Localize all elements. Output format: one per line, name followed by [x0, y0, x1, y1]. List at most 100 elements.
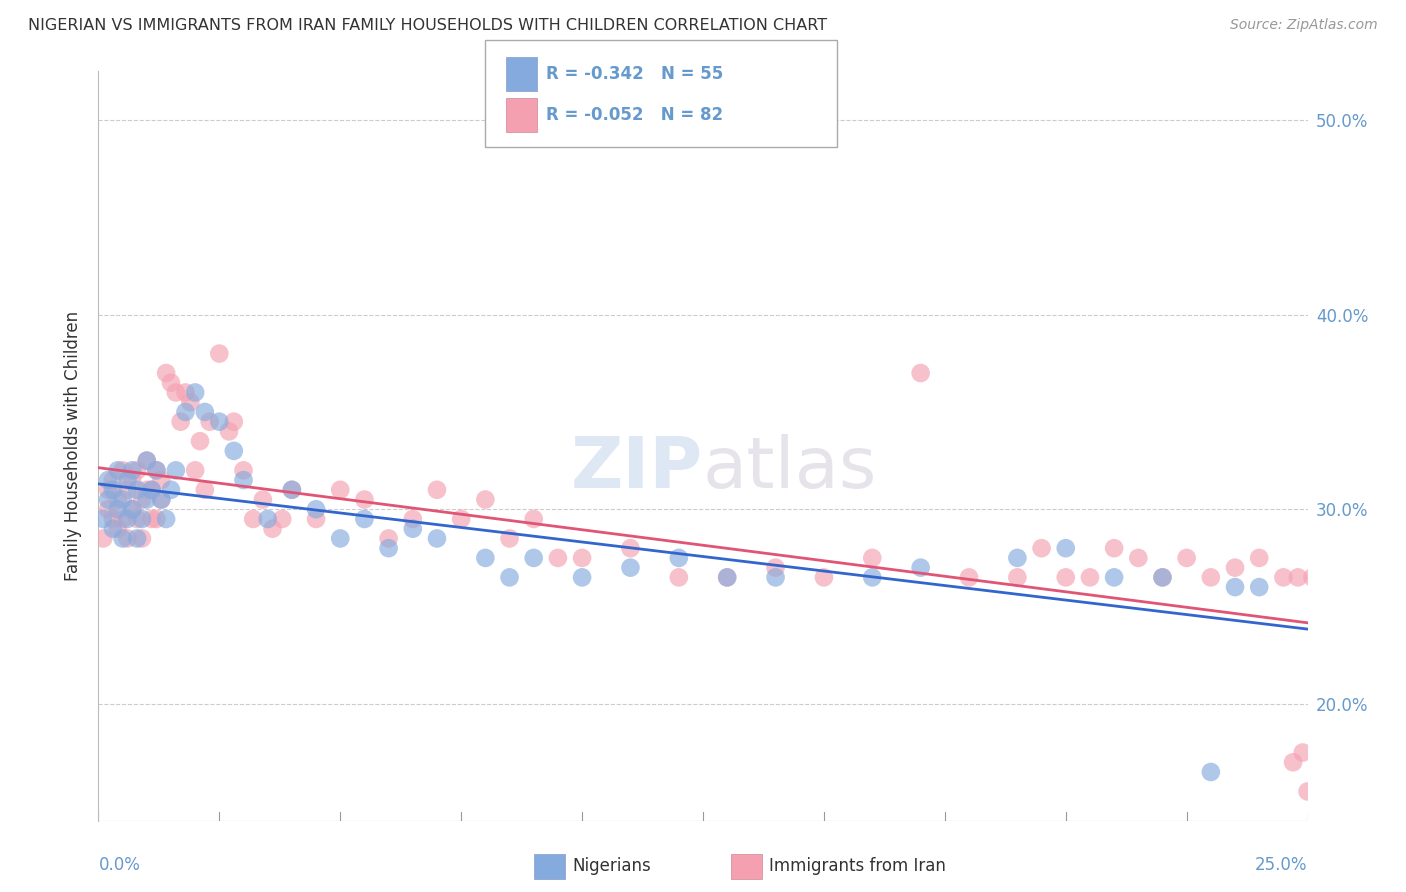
Point: [1272, 570, 1295, 584]
Point: [169, 415, 191, 429]
Point: [127, 483, 149, 497]
Point: [1306, 746, 1329, 760]
Point: [716, 570, 738, 584]
Point: [523, 550, 546, 565]
Point: [1249, 550, 1271, 565]
Point: [198, 415, 221, 429]
Point: [910, 560, 932, 574]
Point: [117, 483, 139, 497]
Point: [426, 483, 449, 497]
Point: [184, 385, 207, 400]
Point: [1199, 570, 1222, 584]
Text: atlas: atlas: [703, 434, 877, 503]
Text: NIGERIAN VS IMMIGRANTS FROM IRAN FAMILY HOUSEHOLDS WITH CHILDREN CORRELATION CHA: NIGERIAN VS IMMIGRANTS FROM IRAN FAMILY …: [28, 18, 827, 33]
Point: [860, 550, 883, 565]
Point: [1249, 580, 1271, 594]
Point: [329, 532, 352, 546]
Point: [121, 502, 143, 516]
Point: [957, 570, 980, 584]
Point: [668, 570, 690, 584]
Point: [97, 483, 120, 497]
Point: [101, 483, 124, 497]
Point: [377, 541, 399, 556]
Point: [208, 415, 231, 429]
Text: 0.0%: 0.0%: [98, 856, 141, 874]
Point: [135, 453, 157, 467]
Point: [353, 492, 375, 507]
Point: [256, 512, 278, 526]
Point: [1282, 756, 1305, 770]
Point: [145, 512, 167, 526]
Point: [188, 434, 211, 449]
Point: [252, 492, 274, 507]
Point: [150, 473, 173, 487]
Point: [474, 550, 496, 565]
Y-axis label: Family Households with Children: Family Households with Children: [65, 311, 83, 581]
Point: [1175, 550, 1198, 565]
Point: [107, 492, 129, 507]
Point: [160, 483, 183, 497]
Point: [619, 560, 641, 574]
Point: [765, 560, 787, 574]
Point: [402, 512, 425, 526]
Point: [232, 473, 254, 487]
Point: [111, 512, 134, 526]
Point: [242, 512, 264, 526]
Point: [117, 532, 139, 546]
Point: [1102, 541, 1125, 556]
Point: [91, 532, 114, 546]
Point: [860, 570, 883, 584]
Point: [523, 512, 546, 526]
Point: [208, 346, 231, 360]
Point: [910, 366, 932, 380]
Point: [402, 522, 425, 536]
Point: [1286, 570, 1309, 584]
Point: [571, 550, 593, 565]
Point: [1199, 764, 1222, 779]
Point: [271, 512, 294, 526]
Text: ZIP: ZIP: [571, 434, 703, 503]
Point: [281, 483, 304, 497]
Point: [426, 532, 449, 546]
Text: Immigrants from Iran: Immigrants from Iran: [769, 857, 946, 875]
Point: [1152, 570, 1174, 584]
Point: [150, 492, 173, 507]
Point: [194, 405, 217, 419]
Point: [377, 532, 399, 546]
Point: [111, 492, 134, 507]
Point: [1296, 784, 1319, 798]
Point: [232, 463, 254, 477]
Point: [111, 532, 134, 546]
Point: [121, 463, 143, 477]
Point: [141, 512, 163, 526]
Point: [135, 483, 157, 497]
Point: [107, 502, 129, 516]
Point: [218, 425, 240, 439]
Point: [97, 473, 120, 487]
Point: [1292, 746, 1315, 760]
Point: [121, 473, 143, 487]
Point: [141, 483, 163, 497]
Point: [117, 512, 139, 526]
Point: [145, 463, 167, 477]
Point: [135, 453, 157, 467]
Point: [474, 492, 496, 507]
Text: Source: ZipAtlas.com: Source: ZipAtlas.com: [1230, 18, 1378, 32]
Text: Nigerians: Nigerians: [572, 857, 651, 875]
Point: [1054, 541, 1077, 556]
Point: [668, 550, 690, 565]
Point: [101, 522, 124, 536]
Point: [111, 463, 134, 477]
Point: [1054, 570, 1077, 584]
Point: [1301, 570, 1323, 584]
Point: [131, 532, 153, 546]
Point: [222, 443, 245, 458]
Point: [179, 395, 201, 409]
Point: [97, 502, 120, 516]
Point: [1031, 541, 1053, 556]
Point: [194, 483, 217, 497]
Point: [1007, 550, 1029, 565]
Point: [127, 463, 149, 477]
Point: [329, 483, 352, 497]
Point: [1223, 560, 1246, 574]
